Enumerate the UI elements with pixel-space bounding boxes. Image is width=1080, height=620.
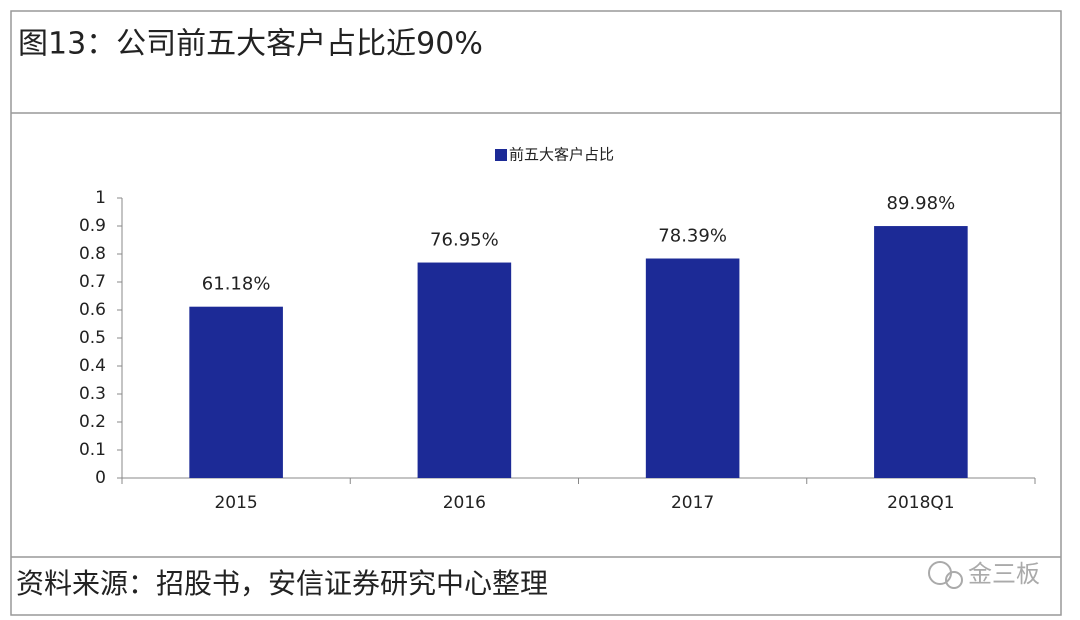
x-tick-label: 2017	[671, 493, 714, 513]
legend-label: 前五大客户占比	[509, 146, 614, 164]
x-tick-label: 2016	[443, 493, 486, 513]
y-tick-label: 0	[95, 468, 106, 488]
bar	[189, 306, 283, 478]
y-tick-label: 0.9	[79, 216, 106, 236]
source-note: 资料来源：招股书，安信证券研究中心整理	[16, 567, 548, 600]
y-tick-label: 1	[95, 188, 106, 208]
bar	[417, 262, 512, 478]
y-tick-label: 0.6	[79, 300, 106, 320]
x-tick-label: 2018Q1	[887, 493, 954, 513]
watermark-icon	[945, 571, 963, 589]
y-tick-label: 0.1	[79, 440, 106, 460]
y-tick-label: 0.3	[79, 384, 106, 404]
chart-title: 图13：公司前五大客户占比近90%	[18, 27, 483, 62]
legend-swatch	[495, 149, 507, 161]
y-tick-label: 0.4	[79, 356, 106, 376]
y-tick-label: 0.5	[79, 328, 106, 348]
value-label: 89.98%	[887, 193, 956, 214]
bar	[645, 258, 740, 478]
value-label: 78.39%	[658, 226, 727, 247]
value-label: 61.18%	[202, 274, 271, 295]
x-tick-label: 2015	[214, 493, 257, 513]
value-label: 76.95%	[430, 230, 499, 251]
watermark: 金三板	[968, 560, 1040, 588]
frame	[10, 10, 1062, 616]
y-tick-label: 0.8	[79, 244, 106, 264]
bar	[874, 226, 968, 478]
y-tick-label: 0.2	[79, 412, 106, 432]
y-tick-label: 0.7	[79, 272, 106, 292]
watermark-icon	[928, 561, 952, 585]
